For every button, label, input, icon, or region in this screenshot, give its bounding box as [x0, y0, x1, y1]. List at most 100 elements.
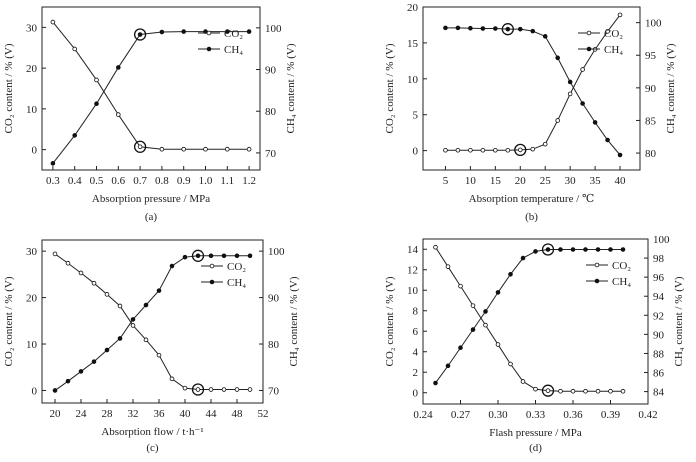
- y-left-tick-label: 20: [26, 293, 38, 305]
- data-point-co2: [508, 361, 513, 367]
- y-right-tick-label: 90: [653, 329, 665, 341]
- data-point-ch4: [545, 247, 551, 252]
- plot-frame: [41, 6, 261, 171]
- x-tick-label: 15: [490, 175, 502, 187]
- panel-b: 5 10 15 20 25 30 35 40 0 5 10 15 20 80 85 90 95 100 Absorp…: [384, 2, 677, 223]
- plot-frame: [41, 239, 264, 404]
- x-tick-label: 0.24: [413, 409, 433, 421]
- y-right-tick-label: 100: [653, 234, 670, 246]
- y-left-axis-label: CO₂ content / % (V): [384, 43, 396, 133]
- data-point-ch4: [221, 253, 227, 259]
- y-left-axis-label: CO₂ content / % (V): [3, 276, 15, 366]
- data-point-co2: [221, 387, 227, 392]
- x-tick-label: 0.36: [563, 409, 583, 421]
- y-left-tick-label: 0: [413, 146, 419, 158]
- data-point-ch4: [117, 336, 123, 341]
- highlight-circle: [541, 243, 555, 256]
- data-point-ch4: [159, 29, 165, 35]
- series-line-ch4: [445, 27, 621, 156]
- x-tick-label: 0.39: [601, 409, 621, 421]
- data-point-co2: [443, 147, 448, 153]
- x-tick-label: 0.8: [155, 175, 169, 187]
- y-left-tick-label: 10: [407, 285, 419, 297]
- data-point-ch4: [617, 152, 623, 158]
- y-right-axis-label: CH₄ content / % (V): [673, 276, 685, 366]
- data-point-co2: [94, 77, 99, 83]
- series-line-ch4: [435, 248, 623, 384]
- data-point-ch4: [505, 26, 511, 32]
- data-point-co2: [246, 146, 252, 152]
- data-point-co2: [143, 337, 149, 343]
- data-point-co2: [169, 376, 175, 382]
- data-point-co2: [558, 388, 563, 394]
- y-left-tick-label: 4: [413, 347, 419, 359]
- data-point-ch4: [104, 347, 110, 353]
- data-point-co2: [530, 146, 536, 152]
- data-point-ch4: [468, 25, 473, 31]
- data-point-co2: [182, 385, 188, 391]
- data-point-co2: [520, 379, 526, 384]
- x-tick-label: 0.33: [526, 409, 546, 421]
- x-tick-label: 44: [206, 408, 218, 420]
- x-tick-label: 32: [128, 408, 139, 420]
- y-right-tick-label: 94: [653, 291, 665, 303]
- data-point-ch4: [608, 247, 613, 252]
- data-point-ch4: [483, 309, 488, 314]
- data-point-ch4: [558, 247, 563, 252]
- data-point-co2: [445, 264, 451, 269]
- data-point-co2: [505, 147, 511, 153]
- x-tick-label: 0.6: [111, 175, 125, 187]
- data-point-co2: [203, 146, 208, 152]
- data-point-co2: [567, 91, 573, 97]
- x-tick-label: 1.1: [220, 175, 234, 187]
- y-right-tick-label: 80: [268, 339, 280, 351]
- y-left-tick-label: 10: [26, 339, 38, 351]
- panel-caption: (a): [145, 211, 158, 223]
- data-point-co2: [480, 147, 486, 153]
- data-point-co2: [52, 251, 58, 257]
- x-tick-label: 1.0: [199, 175, 213, 187]
- data-point-ch4: [555, 55, 560, 61]
- legend-marker: [586, 30, 592, 36]
- data-point-co2: [458, 283, 463, 289]
- highlight-circle: [133, 140, 147, 153]
- data-point-ch4: [520, 255, 526, 261]
- data-point-co2: [570, 388, 576, 394]
- data-point-ch4: [530, 28, 536, 34]
- legend-marker: [594, 262, 600, 268]
- x-tick-label: 5: [443, 175, 449, 187]
- panel-caption: (b): [525, 211, 538, 223]
- data-point-ch4: [247, 253, 253, 259]
- x-tick-label: 0.5: [90, 175, 104, 187]
- y-left-tick-label: 14: [407, 244, 419, 256]
- data-point-co2: [517, 147, 523, 153]
- x-tick-label: 28: [102, 408, 114, 420]
- x-axis-label: Absorption pressure / MPa: [92, 193, 210, 205]
- data-point-co2: [137, 144, 143, 150]
- data-point-co2: [65, 260, 71, 266]
- data-point-ch4: [91, 359, 97, 364]
- data-point-co2: [195, 387, 201, 392]
- data-point-ch4: [208, 253, 214, 259]
- data-point-co2: [225, 146, 230, 152]
- data-point-co2: [608, 388, 613, 394]
- data-point-co2: [130, 323, 136, 328]
- data-point-co2: [117, 303, 123, 309]
- y-right-tick-label: 80: [265, 106, 277, 118]
- y-left-tick-label: 6: [413, 326, 419, 338]
- x-axis-label: Absorption temperature / ℃: [469, 193, 595, 205]
- y-right-axis-label: CH₄ content / % (V): [665, 43, 677, 133]
- data-point-ch4: [567, 79, 573, 85]
- y-left-tick-label: 2: [413, 367, 419, 379]
- data-point-co2: [78, 270, 84, 276]
- data-point-ch4: [182, 254, 188, 260]
- legend-label: CH₄: [224, 44, 243, 56]
- data-point-co2: [455, 147, 461, 153]
- data-point-ch4: [620, 247, 626, 252]
- highlight-circle: [541, 384, 555, 397]
- data-point-co2: [495, 342, 501, 347]
- series-line-ch4: [52, 31, 250, 164]
- data-point-co2: [433, 244, 438, 250]
- data-point-ch4: [443, 25, 448, 31]
- data-point-co2: [483, 322, 488, 328]
